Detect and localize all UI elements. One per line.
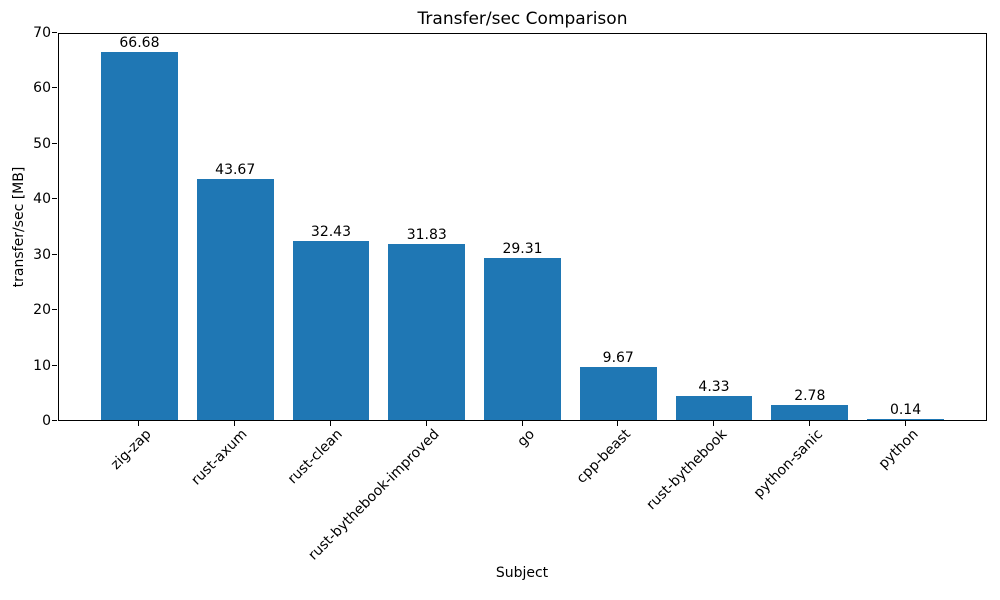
bar-value-label: 31.83 <box>406 227 447 244</box>
bar <box>675 396 753 420</box>
y-tick-label: 50 <box>33 136 51 152</box>
x-tick-label: python-sanic <box>750 426 827 502</box>
bar-value-label: 0.14 <box>889 402 922 419</box>
y-tick-mark <box>52 254 57 255</box>
x-axis-label: Subject <box>495 565 549 581</box>
bar <box>579 366 657 420</box>
x-tick-mark <box>426 421 427 426</box>
bar <box>292 241 370 420</box>
chart-title: Transfer/sec Comparison <box>417 9 628 29</box>
y-tick-label: 40 <box>33 191 51 207</box>
y-tick-label: 20 <box>33 302 51 318</box>
x-tick-label: rust-bythebook <box>643 426 731 514</box>
x-tick-label: rust-clean <box>285 426 347 488</box>
bar-value-label: 29.31 <box>502 241 543 258</box>
y-tick-mark <box>52 143 57 144</box>
bar-value-label: 4.33 <box>698 379 730 396</box>
bar-value-label: 9.67 <box>602 349 634 366</box>
y-tick-mark <box>52 365 57 366</box>
bar <box>484 258 561 420</box>
bar-value-label: 2.78 <box>794 387 826 404</box>
x-tick-label: rust-axum <box>188 426 251 489</box>
y-tick-mark <box>52 87 57 88</box>
x-tick-mark <box>138 421 139 426</box>
x-tick-mark <box>330 421 331 426</box>
x-tick-mark <box>522 421 523 426</box>
bar <box>101 52 178 420</box>
y-tick-mark <box>52 32 57 33</box>
x-tick-mark <box>713 421 714 426</box>
y-tick-label: 60 <box>33 80 51 96</box>
x-tick-mark <box>809 421 810 426</box>
y-tick-mark <box>52 420 57 421</box>
y-axis-label: transfer/sec [MB] <box>11 166 27 288</box>
bar <box>867 419 944 420</box>
y-tick-label: 0 <box>42 413 51 429</box>
bar <box>196 179 274 420</box>
x-tick-label: zig-zap <box>107 426 155 473</box>
plot-area: 66.68 43.67 32.43 31.83 29.31 9.67 4.33 2.78 0.1… <box>58 33 987 421</box>
bar-value-label: 32.43 <box>310 224 352 241</box>
x-tick-label: cpp-beast <box>573 426 635 487</box>
y-tick-label: 10 <box>33 358 51 374</box>
x-tick-mark <box>234 421 235 426</box>
y-tick-mark <box>52 198 57 199</box>
bar <box>771 404 849 420</box>
bar <box>388 244 466 420</box>
bar-value-label: 66.68 <box>119 35 160 52</box>
x-tick-mark <box>617 421 618 426</box>
y-tick-label: 70 <box>33 25 51 41</box>
y-tick-mark <box>52 309 57 310</box>
y-tick-label: 30 <box>33 247 51 263</box>
x-tick-label: python <box>876 426 922 473</box>
x-tick-label: go <box>514 426 539 450</box>
bar-value-label: 43.67 <box>215 162 256 179</box>
x-tick-mark <box>905 421 906 426</box>
